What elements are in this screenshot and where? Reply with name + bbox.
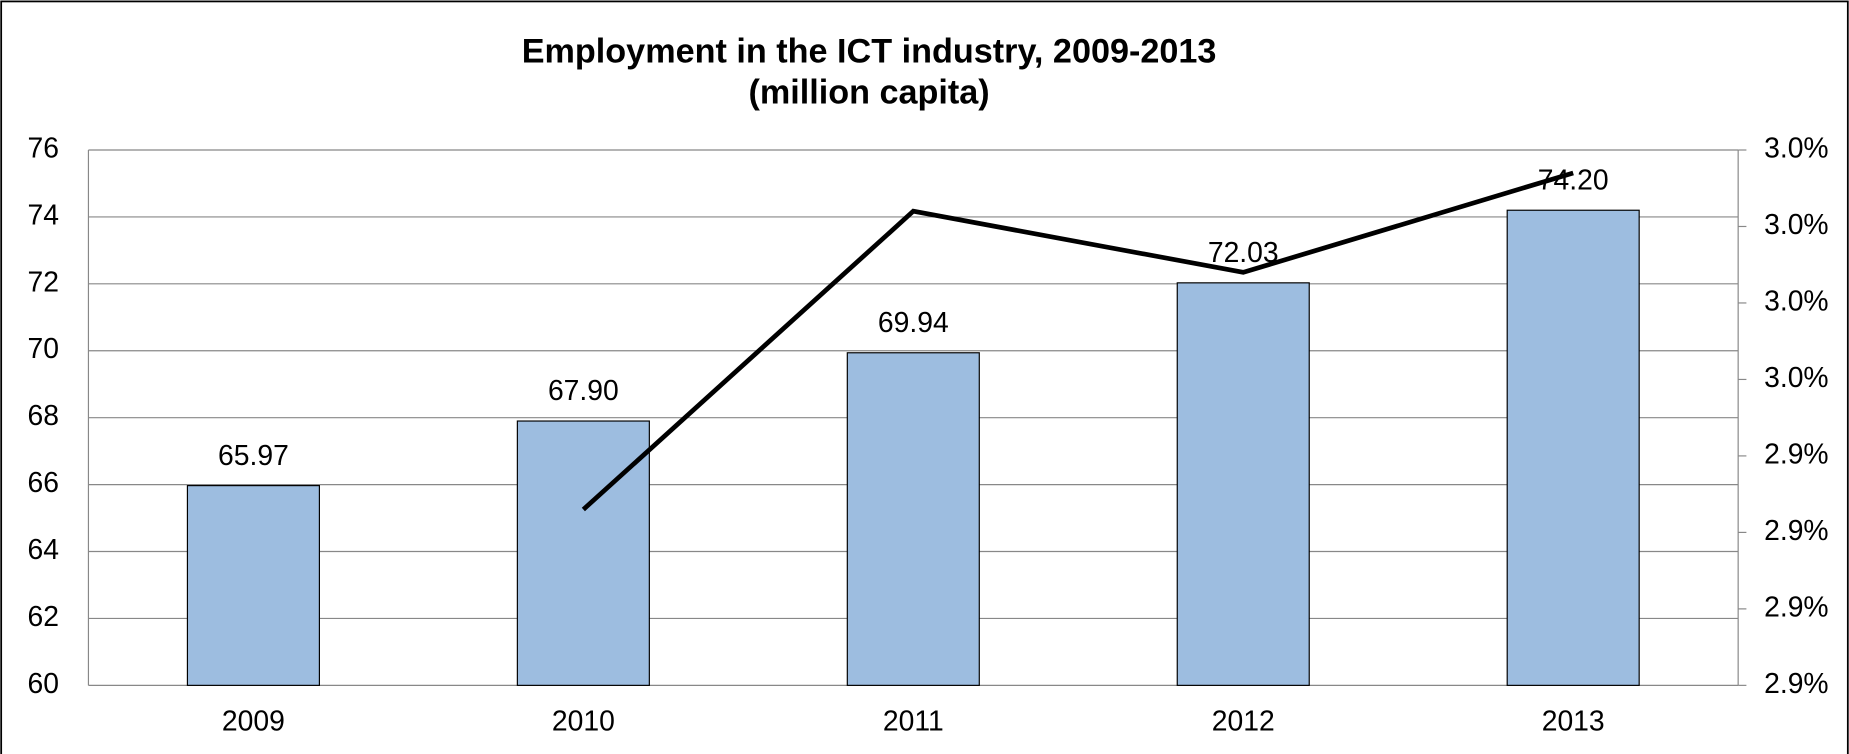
y-tick-label: 68: [27, 399, 58, 431]
y-tick-label: 76: [27, 131, 58, 163]
bar: [1506, 209, 1640, 686]
y2-tick-label: 2.9%: [1764, 514, 1829, 546]
x-tick-label: 2013: [1542, 705, 1605, 737]
y-tick-label: 72: [27, 265, 58, 297]
x-tick-label: 2010: [552, 705, 615, 737]
y-tick-label: 74: [27, 198, 58, 230]
chart-subtitle: (million capita): [748, 74, 989, 112]
y-tick-label: 62: [27, 600, 58, 632]
line: [581, 170, 1574, 512]
data-label: 69.94: [878, 306, 949, 338]
y2-tick-label: 3.0%: [1764, 284, 1829, 316]
y2-tick-label: 3.0%: [1764, 208, 1829, 240]
bar: [846, 352, 980, 686]
y2-tick-label: 2.9%: [1764, 667, 1829, 699]
y2-tick-label: 2.9%: [1764, 437, 1829, 469]
y-tick-label: 60: [27, 667, 58, 699]
data-label: 65.97: [218, 439, 289, 471]
x-tick-label: 2009: [222, 705, 285, 737]
y2-tick-label: 3.0%: [1764, 131, 1829, 163]
data-label: 67.90: [548, 374, 619, 406]
bar: [186, 485, 320, 686]
bar: [516, 420, 650, 686]
x-tick-label: 2012: [1212, 705, 1275, 737]
y-tick-label: 70: [27, 332, 58, 364]
y2-tick-label: 3.0%: [1764, 361, 1829, 393]
data-label: 72.03: [1208, 236, 1279, 268]
chart-title: Employment in the ICT industry, 2009-201…: [522, 32, 1217, 70]
y-tick-label: 66: [27, 466, 58, 498]
y2-tick-label: 2.9%: [1764, 590, 1829, 622]
y-tick-label: 64: [27, 533, 58, 565]
x-tick-label: 2011: [883, 705, 944, 737]
bar: [1176, 282, 1310, 686]
